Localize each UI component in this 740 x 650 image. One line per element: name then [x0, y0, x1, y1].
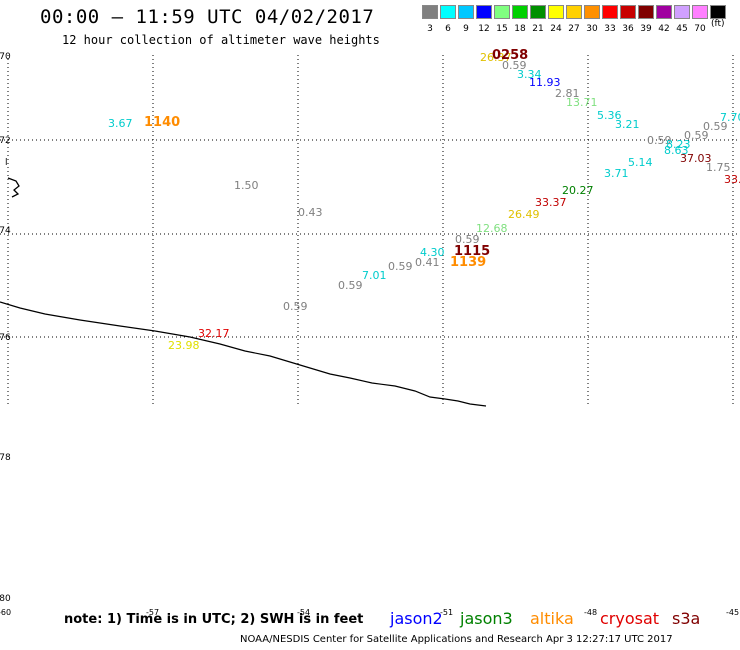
wave-height-value: 1.75 — [706, 161, 731, 174]
wave-height-value: 0.41 — [415, 256, 440, 269]
scale-label: 27 — [568, 24, 580, 34]
longitude-label: -51 — [440, 608, 454, 617]
scale-swatch — [674, 5, 690, 19]
wave-height-value: 32.17 — [198, 327, 230, 340]
longitude-label: -54 — [297, 608, 311, 617]
latitude-label: -80 — [0, 594, 11, 604]
scale-swatch — [494, 5, 510, 19]
wave-height-value: 3.34 — [517, 68, 542, 81]
scale-swatch — [602, 5, 618, 19]
scale-swatch — [476, 5, 492, 19]
wave-height-value: 0.59 — [283, 300, 308, 313]
wave-height-value: 37.03 — [680, 152, 712, 165]
wave-height-value: 11.93 — [529, 76, 561, 89]
time-label: 1139 — [450, 255, 487, 270]
scale-label: 15 — [496, 24, 508, 34]
scale-label: 39 — [640, 24, 652, 34]
scale-label: 9 — [463, 24, 469, 34]
wave-height-value: 8.23 — [666, 138, 691, 151]
scale-swatch — [530, 5, 546, 19]
latitude-label: -70 — [0, 52, 11, 62]
page-title: 00:00 – 11:59 UTC 04/02/2017 — [40, 6, 375, 28]
satellite-altika: altika — [530, 609, 574, 628]
scale-swatch — [620, 5, 636, 19]
scale-label: 24 — [550, 24, 562, 34]
satellite-cryosat: cryosat — [600, 609, 660, 628]
scale-swatch — [566, 5, 582, 19]
wave-height-value: 20.27 — [562, 184, 594, 197]
wave-height-value: 3.71 — [604, 167, 629, 180]
wave-height-value: 0.59 — [455, 233, 480, 246]
wave-height-value: 0.59 — [388, 260, 413, 273]
wave-height-value: 5.14 — [628, 156, 653, 169]
wave-height-value: 3.21 — [615, 118, 640, 131]
scale-label: 30 — [586, 24, 598, 34]
wave-height-value: 0.59 — [338, 279, 363, 292]
latitude-label: -74 — [0, 226, 11, 236]
scale-label: 18 — [514, 24, 526, 34]
wave-height-value: 7.01 — [362, 269, 387, 282]
scale-label: 12 — [478, 24, 490, 34]
credit-line: NOAA/NESDIS Center for Satellite Applica… — [240, 634, 673, 645]
wave-height-value: 12.68 — [476, 222, 508, 235]
wave-height-value: 2.81 — [555, 87, 580, 100]
coastline — [0, 177, 487, 407]
longitude-label: -45 — [726, 608, 740, 617]
scale-swatch — [458, 5, 474, 19]
wave-height-value: 33.37 — [535, 196, 567, 209]
time-label: 1140 — [144, 115, 181, 130]
satellite-s3a: s3a — [672, 609, 701, 628]
scale-label: 3 — [427, 24, 433, 34]
wave-height-value: 26.49 — [508, 208, 540, 221]
page-subtitle: 12 hour collection of altimeter wave hei… — [62, 33, 380, 47]
scale-label: 42 — [658, 24, 670, 34]
scale-swatch — [440, 5, 456, 19]
wave-height-value: 4.30 — [420, 246, 445, 259]
wave-height-value: 0.59 — [647, 134, 672, 147]
wave-height-value: 0.59 — [684, 129, 709, 142]
latitude-labels: -70 -72 -74 -76 -78 -80 l — [0, 52, 11, 604]
scale-label: 33 — [604, 24, 616, 34]
wave-height-value: 7.70 — [720, 111, 740, 124]
wave-height-value: 0.43 — [298, 206, 323, 219]
scale-label: 45 — [676, 24, 688, 34]
wave-height-value: 3.67 — [108, 117, 133, 130]
wave-height-value: 13.71 — [566, 96, 598, 109]
scale-swatch — [584, 5, 600, 19]
scale-label: 36 — [622, 24, 634, 34]
longitude-label: -60 — [0, 608, 12, 617]
wave-height-value: 0.59 — [703, 120, 728, 133]
footnote: note: 1) Time is in UTC; 2) SWH is in fe… — [64, 612, 364, 627]
wave-height-value: 8.63 — [664, 144, 689, 157]
scale-swatch — [512, 5, 528, 19]
satellite-jason2: jason2 — [390, 609, 443, 628]
time-label: 1115 — [454, 244, 491, 259]
latitude-label: -72 — [0, 136, 11, 146]
scale-swatch — [692, 5, 708, 19]
wave-height-value: 1.50 — [234, 179, 259, 192]
wave-height-value: 33. — [724, 173, 740, 186]
scale-label: 70 — [694, 24, 706, 34]
latitude-label: -78 — [0, 453, 11, 463]
svg-text:l: l — [5, 158, 8, 168]
latitude-label: -76 — [0, 333, 11, 343]
graticule — [0, 55, 740, 406]
time-label: 0258 — [492, 48, 529, 63]
longitude-label: -48 — [584, 608, 598, 617]
scale-swatch — [422, 5, 438, 19]
scale-swatch — [710, 5, 726, 19]
scale-swatch — [638, 5, 654, 19]
satellite-jason3: jason3 — [460, 609, 513, 628]
scale-swatch — [656, 5, 672, 19]
wave-height-value: 26.37 — [480, 51, 512, 64]
wave-height-value: 0.59 — [502, 59, 527, 72]
scale-swatch — [548, 5, 564, 19]
scale-label: 6 — [445, 24, 451, 34]
longitude-label: -57 — [146, 608, 160, 617]
wave-height-value: 23.98 — [168, 339, 200, 352]
scale-unit: (ft) — [711, 19, 725, 29]
wave-height-value: 5.36 — [597, 109, 622, 122]
scale-label: 21 — [532, 24, 544, 34]
